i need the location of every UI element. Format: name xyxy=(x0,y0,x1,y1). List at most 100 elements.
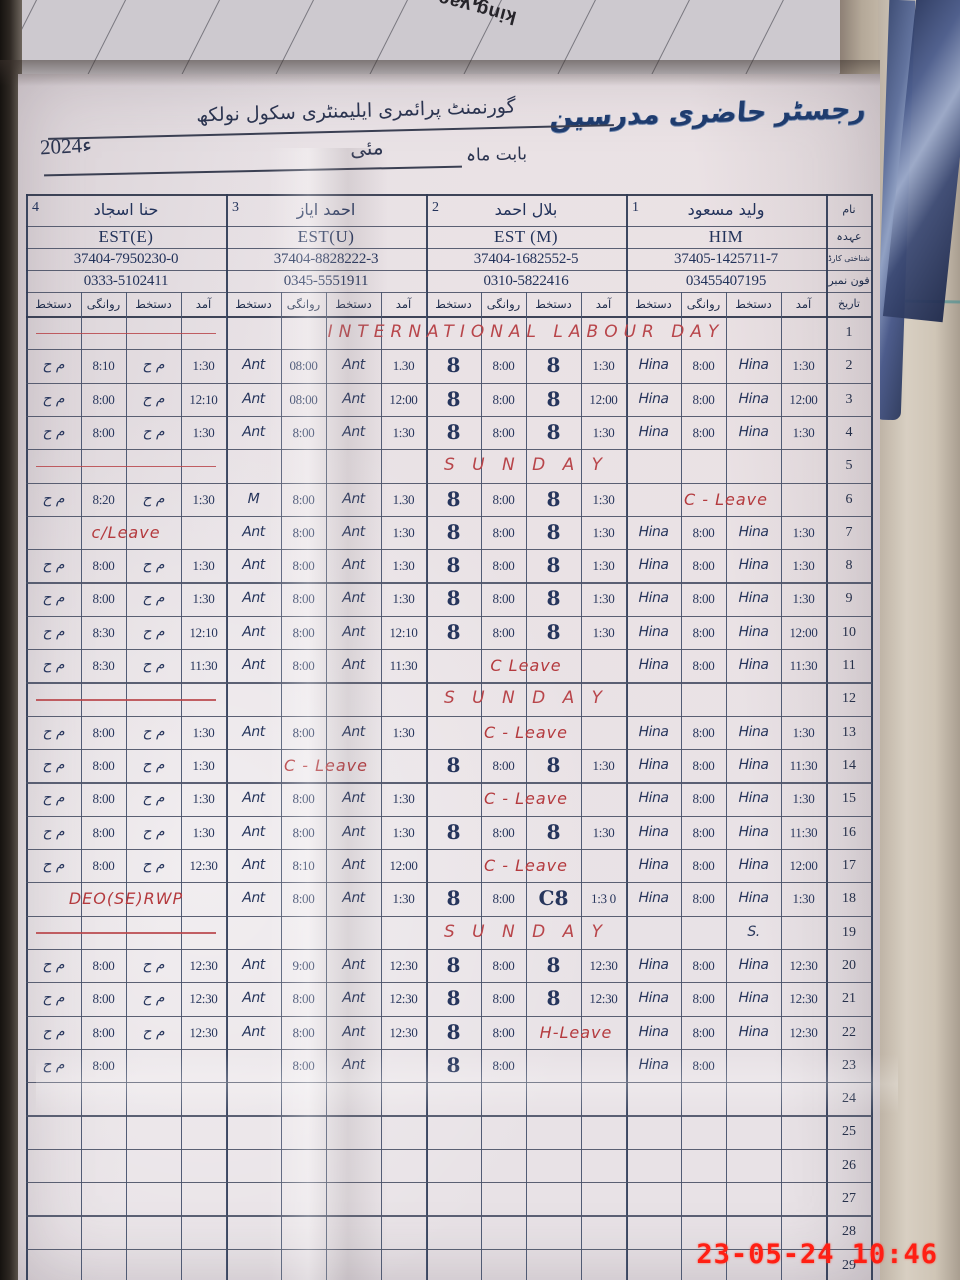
cell-d10-c1: م ح xyxy=(42,623,65,640)
cell-d16-c11: 8 xyxy=(546,819,561,844)
cell-d20-c8: 12:30 xyxy=(389,957,418,973)
cell-d22-c6: 8:00 xyxy=(292,1024,315,1040)
cell-d15-c1: م ح xyxy=(42,790,65,807)
cell-d22-c11: H-Leave xyxy=(539,1022,613,1042)
date-cell-1: 1 xyxy=(845,325,853,340)
cell-d4-c2: 8:00 xyxy=(92,424,115,441)
table-rule-horizontal xyxy=(26,682,872,684)
cell-d21-c11: 8 xyxy=(546,986,561,1011)
cell-d21-c4: 12:30 xyxy=(189,991,218,1007)
cell-d21-c7: Ant xyxy=(342,990,365,1007)
table-rule-vertical xyxy=(381,292,383,1280)
month-label: بابت ماہ xyxy=(465,144,528,166)
cell-d8-c16: 1:30 xyxy=(792,558,815,574)
cell-d6-c13: C - Leave xyxy=(684,489,768,509)
cell-d21-c6: 8:00 xyxy=(292,991,315,1007)
cell-d16-c4: 1:30 xyxy=(192,824,215,840)
cell-d20-c5: Ant xyxy=(242,956,265,973)
row-label-phone: فون نمبر xyxy=(828,274,870,287)
cell-d7-c5: Ant xyxy=(242,523,265,540)
staff-phone-3: 0345-5551911 xyxy=(283,273,369,289)
table-rule-horizontal xyxy=(26,292,872,294)
cell-d3-c6: 08:00 xyxy=(289,391,318,407)
cell-d14-c5: C - Leave xyxy=(284,756,368,776)
cell-d3-c10: 8:00 xyxy=(492,391,515,407)
date-cell-28: 28 xyxy=(842,1224,856,1240)
cell-d8-c13: Hina xyxy=(638,557,669,574)
month-value: مئی xyxy=(349,134,385,162)
date-cell-21: 21 xyxy=(842,991,856,1007)
top-edge-shadow xyxy=(0,60,880,86)
table-rule-horizontal xyxy=(26,248,872,250)
cell-d16-c15: Hina xyxy=(738,823,769,840)
cell-d18-c5: Ant xyxy=(242,890,265,907)
cell-d11-c4: 11:30 xyxy=(189,658,218,674)
table-rule-vertical xyxy=(181,292,183,1280)
cell-d17-c3: م ح xyxy=(142,856,165,873)
cell-d18-c12: 1:3 0 xyxy=(590,891,617,907)
table-rule-vertical xyxy=(281,292,283,1280)
cell-d16-c9: 8 xyxy=(446,819,461,844)
cell-d2-c16: 1:30 xyxy=(792,358,815,374)
date-cell-15: 15 xyxy=(842,791,856,807)
cell-d20-c1: م ح xyxy=(42,956,65,973)
date-cell-25: 25 xyxy=(842,1124,856,1140)
cell-d9-c13: Hina xyxy=(638,590,669,607)
cell-d10-c11: 8 xyxy=(546,619,561,644)
cell-d15-c4: 1:30 xyxy=(192,791,215,807)
cell-d9-c4: 1:30 xyxy=(192,591,215,607)
cell-d18-c16: 1:30 xyxy=(792,891,815,907)
cell-d23-c2: 8:00 xyxy=(92,1057,115,1073)
cell-d16-c10: 8:00 xyxy=(492,824,515,840)
cell-d6-c11: 8 xyxy=(546,486,561,511)
cell-d3-c4: 12:10 xyxy=(189,391,218,407)
cell-d4-c6: 8:00 xyxy=(292,424,315,441)
cell-d23-c10: 8:00 xyxy=(492,1057,515,1073)
cell-d16-c1: م ح xyxy=(42,823,65,840)
cell-d20-c11: 8 xyxy=(546,952,561,977)
cell-d21-c10: 8:00 xyxy=(492,991,515,1007)
date-cell-5: 5 xyxy=(845,458,853,474)
cell-d17-c16: 12:00 xyxy=(789,857,818,873)
staff-name-3: احمد ایاز xyxy=(296,200,356,219)
cell-d9-c8: 1:30 xyxy=(392,591,415,607)
cell-d23-c9: 8 xyxy=(446,1052,461,1077)
table-rule-vertical xyxy=(781,292,783,1280)
table-rule-horizontal xyxy=(26,649,872,651)
cell-d18-c15: Hina xyxy=(738,890,769,907)
cell-d10-c7: Ant xyxy=(342,623,365,640)
staff-cnic-3: 37404-8828222-3 xyxy=(273,251,379,267)
table-rule-horizontal xyxy=(26,1248,872,1250)
cell-d9-c10: 8:00 xyxy=(492,591,515,607)
table-rule-vertical xyxy=(481,292,483,1280)
cell-d17-c13: Hina xyxy=(638,856,669,873)
cell-d13-c5: Ant xyxy=(242,723,265,740)
table-rule-horizontal xyxy=(26,482,872,484)
date-cell-12: 12 xyxy=(842,691,856,707)
cell-d8-c12: 1:30 xyxy=(592,558,615,574)
cell-d3-c15: Hina xyxy=(738,390,769,407)
cell-d3-c16: 12:00 xyxy=(789,391,818,407)
cell-d8-c9: 8 xyxy=(446,553,461,578)
cell-d10-c10: 8:00 xyxy=(492,624,515,640)
table-rule-horizontal xyxy=(26,349,872,351)
cell-d16-c7: Ant xyxy=(342,823,365,840)
column-header-signature-in-staff2: دستخط xyxy=(535,297,572,311)
cell-d13-c8: 1:30 xyxy=(392,724,415,740)
cell-d22-c16: 12:30 xyxy=(789,1024,818,1040)
cell-d9-c15: Hina xyxy=(738,590,769,607)
column-header-signature-out-staff1: دستخط xyxy=(635,297,672,311)
cell-d16-c13: Hina xyxy=(638,823,669,840)
column-header-signature-in-staff4: دستخط xyxy=(135,297,172,311)
table-rule-vertical xyxy=(581,292,583,1280)
column-header-departure-staff3: روانگی xyxy=(286,297,321,311)
cell-d3-c11: 8 xyxy=(546,386,561,411)
cell-d2-c12: 1:30 xyxy=(592,358,615,374)
cell-d14-c10: 8:00 xyxy=(492,758,515,774)
cell-d20-c10: 8:00 xyxy=(492,957,515,973)
column-header-arrival-staff2: آمد xyxy=(595,297,612,311)
table-rule-horizontal xyxy=(26,915,872,917)
cell-d10-c15: Hina xyxy=(738,623,769,640)
cell-d22-c5: Ant xyxy=(242,1023,265,1040)
table-rule-horizontal xyxy=(26,1082,872,1084)
